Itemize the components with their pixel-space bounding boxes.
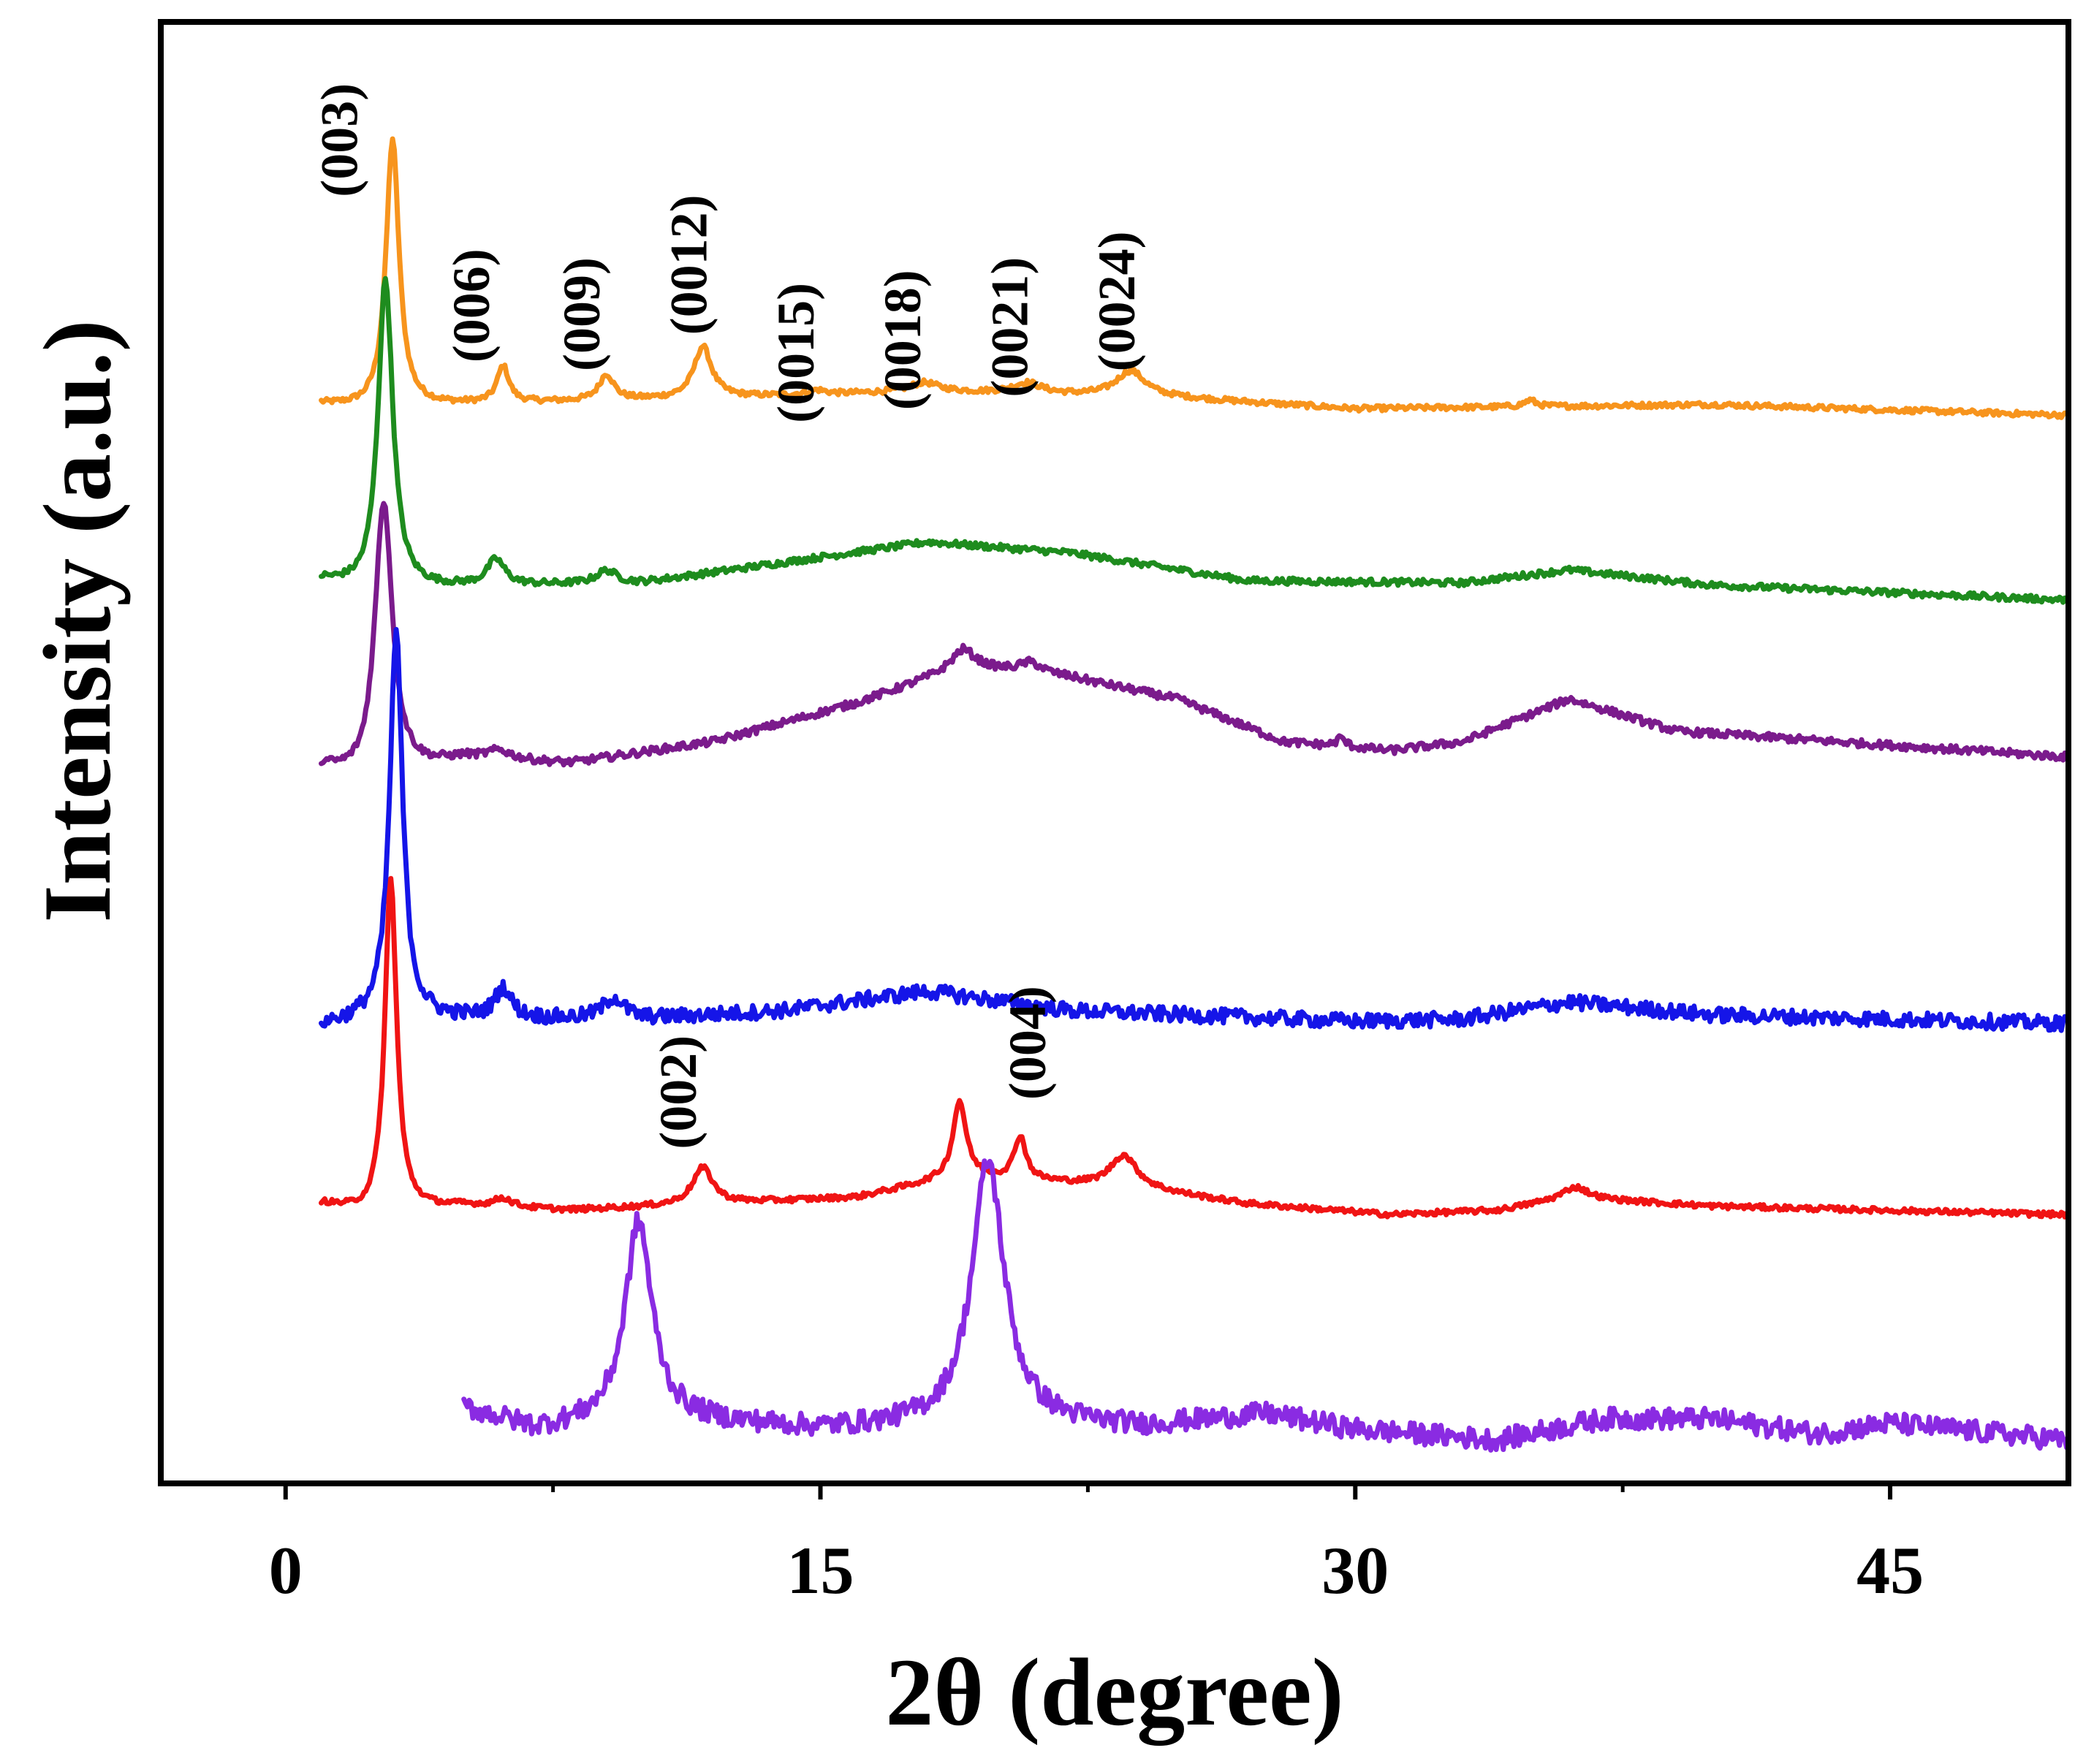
x-axis-title: 2θ (degree) (885, 1638, 1343, 1746)
peak-label: (0012) (659, 194, 718, 335)
peak-label: (0024) (1088, 231, 1146, 371)
peak-label: (003) (310, 83, 368, 197)
peak-label: (0018) (873, 270, 932, 410)
series-line-pattern-2-green (319, 275, 2071, 605)
peak-annotations: (003) (006) (009) (0012) (0015) (0018) (0021) (… (310, 83, 1146, 1149)
series-line-pattern-4-blue (319, 627, 2071, 1033)
peak-label: (0015) (767, 283, 825, 423)
series-layer (319, 136, 2071, 1453)
peak-label: (009) (553, 257, 611, 371)
peak-label: (0021) (981, 257, 1039, 398)
x-tick-label: 30 (1321, 1533, 1389, 1608)
series-line-pattern-1-orange (319, 136, 2071, 420)
series-line-pattern-5-red (319, 875, 2071, 1220)
x-tick-label: 0 (269, 1533, 303, 1608)
y-axis-title: Intensity (a.u.) (23, 319, 131, 922)
peak-label: (004) (998, 986, 1057, 1100)
x-tick-label: 15 (787, 1533, 854, 1608)
series-line-pattern-3-purple (319, 501, 2071, 768)
x-tick-label: 45 (1856, 1533, 1924, 1608)
series-line-pattern-6-violet (461, 1158, 2071, 1453)
peak-label: (006) (442, 248, 501, 362)
plot-frame (158, 19, 2071, 1486)
peak-label: (002) (649, 1035, 708, 1149)
x-axis-ticks: 0 15 30 45 (269, 1483, 1924, 1608)
